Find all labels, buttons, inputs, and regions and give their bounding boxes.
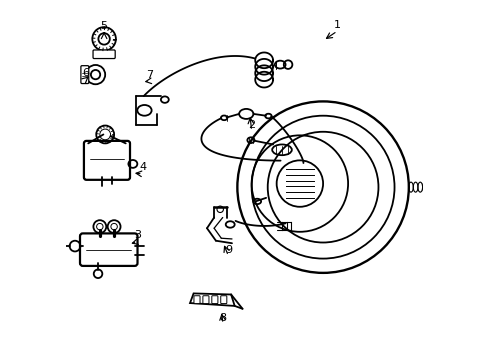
Text: 5: 5: [101, 21, 107, 31]
FancyBboxPatch shape: [81, 66, 88, 84]
FancyBboxPatch shape: [203, 296, 208, 303]
FancyBboxPatch shape: [220, 296, 226, 303]
Polygon shape: [190, 293, 234, 306]
Text: 4: 4: [139, 162, 146, 172]
FancyBboxPatch shape: [93, 50, 115, 59]
Text: 7: 7: [146, 69, 153, 80]
Text: 2: 2: [247, 120, 255, 130]
FancyBboxPatch shape: [84, 141, 130, 180]
Text: 1: 1: [333, 19, 340, 30]
Text: 9: 9: [224, 245, 231, 255]
FancyBboxPatch shape: [211, 296, 218, 303]
FancyBboxPatch shape: [194, 296, 200, 303]
Text: 8: 8: [219, 312, 226, 323]
Text: 6: 6: [82, 68, 89, 78]
Text: 3: 3: [134, 230, 141, 240]
FancyBboxPatch shape: [80, 233, 137, 266]
